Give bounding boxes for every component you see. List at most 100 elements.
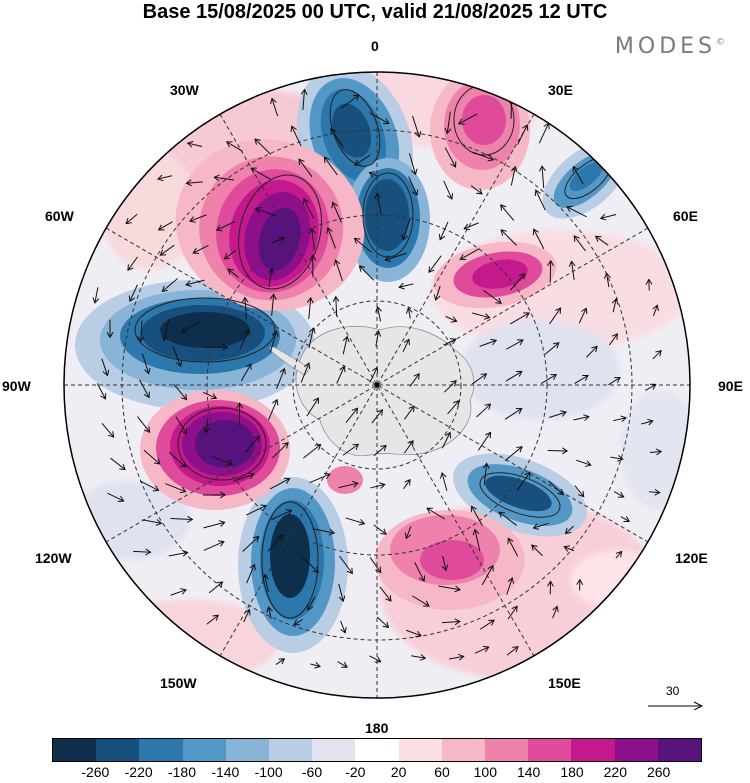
wind-arrow-head bbox=[578, 490, 585, 498]
wind-arrow bbox=[472, 312, 490, 319]
wind-arrow bbox=[185, 279, 205, 286]
wind-arrow-head bbox=[482, 462, 490, 469]
wind-arrow-head bbox=[652, 304, 659, 312]
wind-arrow-head bbox=[244, 608, 251, 616]
wind-arrow bbox=[302, 89, 306, 111]
wind-arrow bbox=[428, 255, 442, 273]
wind-arrow-head bbox=[573, 235, 580, 242]
wind-arrow-head bbox=[487, 154, 495, 162]
lon-label-0: 0 bbox=[371, 38, 379, 54]
wind-arrow-head bbox=[444, 127, 452, 135]
colorbar-tick-label: -100 bbox=[254, 764, 283, 780]
wind-arrow bbox=[345, 517, 365, 525]
wind-arrow bbox=[137, 416, 150, 433]
wind-arrow-head bbox=[374, 656, 382, 663]
wind-arrow bbox=[505, 370, 523, 382]
wind-arrow bbox=[574, 375, 589, 385]
wind-arrow-head bbox=[623, 516, 631, 523]
wind-arrow bbox=[498, 511, 517, 526]
wind-arrow bbox=[303, 198, 315, 219]
colorbar-ticks: -260 -220 -180 -140 -100 -60 -20 20 60 100 140 180 2… bbox=[52, 764, 702, 782]
wind-arrow bbox=[606, 273, 610, 288]
colorbar-tick-label: 140 bbox=[516, 764, 541, 780]
wind-arrow bbox=[474, 529, 481, 552]
meridian-60e-120w bbox=[105, 227, 649, 543]
wind-arrow-head bbox=[102, 369, 110, 377]
wind-arrow-head bbox=[143, 426, 151, 433]
wind-arrow bbox=[271, 294, 275, 316]
wind-arrow bbox=[409, 373, 420, 387]
wind-arrow-head bbox=[449, 338, 457, 345]
wind-arrow-head bbox=[401, 233, 408, 241]
wind-arrow bbox=[244, 297, 247, 320]
wind-arrow bbox=[505, 339, 524, 350]
wind-arrow bbox=[407, 308, 411, 319]
wind-arrow-head bbox=[333, 259, 341, 266]
wind-arrow-head bbox=[547, 259, 555, 267]
wind-arrow-head bbox=[351, 407, 359, 415]
colorbar-cell bbox=[398, 739, 442, 761]
parallel-1 bbox=[292, 300, 462, 470]
wind-arrow bbox=[340, 620, 346, 634]
wind-arrow bbox=[338, 482, 358, 489]
wind-arrow-head bbox=[647, 418, 654, 426]
wind-arrow bbox=[535, 189, 546, 211]
wind-arrow bbox=[600, 213, 617, 219]
wind-arrow-head bbox=[552, 342, 560, 349]
wind-arrow bbox=[441, 432, 451, 449]
wind-arrow bbox=[471, 506, 483, 526]
wind-arrow bbox=[129, 284, 138, 302]
wind-arrow-head bbox=[550, 374, 558, 380]
wind-arrow bbox=[312, 528, 335, 534]
wind-arrow-head bbox=[248, 472, 255, 480]
wind-arrow-head bbox=[655, 448, 663, 456]
wind-arrow bbox=[139, 379, 150, 398]
wind-arrow bbox=[233, 473, 255, 482]
wind-arrow-head bbox=[278, 236, 286, 243]
reference-arrow-icon bbox=[648, 701, 704, 710]
wind-arrow bbox=[168, 551, 188, 557]
wind-arrow bbox=[264, 574, 269, 593]
wind-arrow-head bbox=[278, 658, 286, 665]
wind-arrow-head bbox=[328, 528, 336, 536]
wind-arrow bbox=[408, 153, 417, 175]
wind-arrow bbox=[369, 557, 382, 573]
wind-arrow-head bbox=[269, 293, 277, 300]
wind-arrow bbox=[479, 619, 495, 630]
wind-arrow bbox=[342, 443, 359, 456]
wind-arrow-head bbox=[582, 374, 589, 381]
wind-arrow-head bbox=[510, 165, 518, 173]
wind-arrow-head bbox=[156, 174, 164, 182]
meridian-30w-150e bbox=[219, 113, 535, 657]
wind-arrow-head bbox=[249, 563, 256, 571]
wind-arrow-head bbox=[566, 205, 573, 213]
wind-arrow-head bbox=[476, 188, 483, 195]
wind-arrow bbox=[175, 416, 187, 434]
wind-arrow bbox=[443, 338, 457, 346]
colorbar bbox=[52, 738, 702, 762]
wind-arrow bbox=[574, 485, 585, 497]
wind-arrow-head bbox=[413, 373, 420, 380]
wind-arrow bbox=[552, 606, 558, 619]
wind-arrow bbox=[369, 655, 381, 663]
wind-arrow-head bbox=[457, 118, 465, 125]
wind-arrow bbox=[548, 411, 567, 418]
wind-arrow bbox=[385, 252, 407, 261]
wind-arrow bbox=[408, 176, 418, 196]
wind-arrow-head bbox=[314, 443, 322, 451]
wind-arrow bbox=[483, 289, 502, 304]
wind-arrow bbox=[269, 331, 277, 353]
wind-arrow-head bbox=[192, 247, 200, 255]
wind-arrow-head bbox=[512, 646, 519, 653]
wind-arrow bbox=[163, 319, 170, 341]
wind-arrow bbox=[335, 259, 343, 282]
anomaly-high-small-center bbox=[327, 466, 363, 494]
wind-arrow bbox=[586, 346, 598, 358]
wind-arrow bbox=[345, 407, 358, 424]
wind-arrow bbox=[483, 463, 488, 486]
antarctic-peninsula bbox=[269, 346, 311, 376]
wind-arrow bbox=[405, 526, 412, 539]
wind-arrow bbox=[337, 661, 348, 668]
wind-arrow bbox=[160, 244, 175, 256]
wind-arrow bbox=[540, 374, 557, 385]
